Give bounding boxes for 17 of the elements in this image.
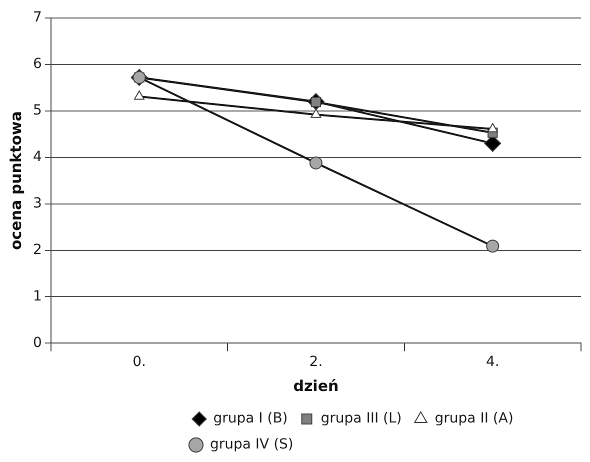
x-axis-title: dzień [293,376,339,395]
y-tick-label: 2 [32,242,42,258]
legend-label: grupa II (A) [434,410,514,427]
x-tick-label: 0. [132,354,146,370]
x-tick-label: 2. [309,354,323,370]
y-tick-label: 7 [32,10,42,26]
x-tick-label: 4. [486,354,500,370]
y-tick-label: 6 [32,56,42,72]
y-axis-title: ocena punktowa [6,111,25,250]
legend-label: grupa III (L) [320,410,402,427]
y-tick-label: 3 [32,195,42,212]
legend-label: grupa I (B) [213,410,288,427]
y-tick-label: 1 [32,288,42,304]
y-tick-label: 0 [32,334,42,351]
y-tick-label: 5 [32,102,42,119]
y-tick-label: 4 [32,149,42,166]
legend-label: grupa IV (S) [210,436,294,453]
